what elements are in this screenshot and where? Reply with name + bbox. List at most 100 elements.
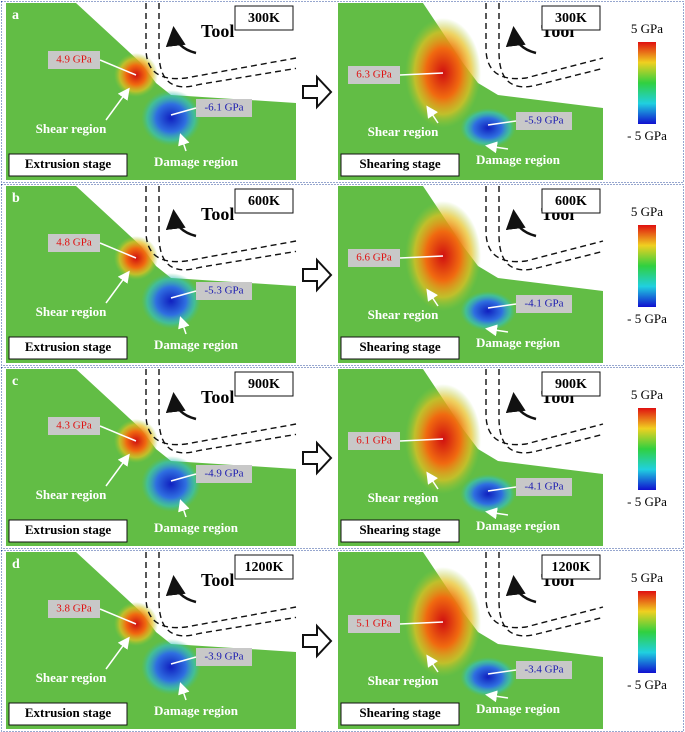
damage-region-label: Damage region xyxy=(154,703,239,718)
temperature-box xyxy=(234,188,294,214)
colorbar xyxy=(638,42,656,124)
pointer xyxy=(105,87,130,121)
value-box xyxy=(48,600,100,618)
tool-outline xyxy=(145,552,297,629)
pointer xyxy=(105,270,130,304)
row-letter: a xyxy=(12,8,19,23)
pointer xyxy=(178,316,190,335)
pointer xyxy=(170,290,197,299)
material xyxy=(6,3,296,180)
pointer xyxy=(105,453,130,487)
value-box xyxy=(196,282,252,300)
material xyxy=(6,186,296,363)
shear-value: 6.1 GPa xyxy=(356,435,392,447)
tool-arrow xyxy=(165,575,197,604)
pointer xyxy=(399,72,444,76)
colorbar xyxy=(638,225,656,307)
damage-value: -4.1 GPa xyxy=(524,481,563,493)
value-box xyxy=(516,295,572,313)
tool-arrow xyxy=(505,26,537,55)
pointer xyxy=(399,255,444,259)
pointer xyxy=(170,107,197,116)
tool-outline xyxy=(485,186,604,263)
pointer xyxy=(426,471,439,490)
stress-map-panel: Tool 4.3 GPa -4.9 GPa Shear region Damage re… xyxy=(6,369,297,546)
row-frame xyxy=(1,184,684,366)
damage-value: -3.4 GPa xyxy=(524,664,563,676)
stage-label: Extrusion stage xyxy=(25,705,112,720)
stage-box xyxy=(340,336,460,360)
damage-region-label: Damage region xyxy=(476,335,561,350)
value-box xyxy=(516,661,572,679)
pointer xyxy=(99,59,137,76)
pointer xyxy=(105,636,130,670)
temperature-box xyxy=(234,371,294,397)
stage-label: Extrusion stage xyxy=(25,522,112,537)
tool-outline xyxy=(158,369,297,454)
colorbar-max: 5 GPa xyxy=(631,204,663,219)
row-letter: d xyxy=(12,557,20,572)
value-box xyxy=(196,465,252,483)
damage-zone xyxy=(141,273,201,329)
stage-label: Shearing stage xyxy=(359,705,440,720)
tool-label: Tool xyxy=(201,387,234,407)
damage-value: -4.1 GPa xyxy=(524,298,563,310)
shear-value: 4.3 GPa xyxy=(56,420,92,432)
temperature-label: 1200K xyxy=(245,560,284,575)
pointer xyxy=(99,425,137,442)
tool-outline xyxy=(485,369,604,446)
damage-region-label: Damage region xyxy=(154,520,239,535)
stage-box xyxy=(8,519,128,543)
tool-arrow xyxy=(165,26,197,55)
tool-outline xyxy=(145,3,297,80)
stage-arrow xyxy=(302,74,333,110)
damage-value: -5.9 GPa xyxy=(524,115,563,127)
row-letter: c xyxy=(12,374,18,389)
pointer xyxy=(485,324,509,337)
value-box xyxy=(348,66,400,84)
shear-region-label: Shear region xyxy=(368,124,439,139)
tool-arrow xyxy=(165,209,197,238)
damage-zone xyxy=(141,456,201,512)
damage-zone xyxy=(460,474,516,514)
damage-region-label: Damage region xyxy=(476,701,561,716)
pointer xyxy=(485,141,509,154)
shear-value: 4.8 GPa xyxy=(56,237,92,249)
tool-arrow xyxy=(505,392,537,421)
colorbar-max: 5 GPa xyxy=(631,387,663,402)
pointer xyxy=(485,507,509,520)
tool-outline xyxy=(498,552,604,637)
damage-zone xyxy=(141,90,201,146)
shear-region-label: Shear region xyxy=(36,304,107,319)
damage-zone xyxy=(141,639,201,695)
damage-region-label: Damage region xyxy=(154,337,239,352)
value-box xyxy=(48,417,100,435)
value-box xyxy=(196,99,252,117)
temperature-label: 300K xyxy=(555,11,587,26)
pointer xyxy=(170,656,197,665)
value-box xyxy=(48,51,100,69)
damage-value: -3.9 GPa xyxy=(204,651,243,663)
damage-zone xyxy=(460,291,516,331)
stage-arrow xyxy=(302,623,333,659)
temperature-box xyxy=(541,371,601,397)
temperature-label: 600K xyxy=(248,194,280,209)
shear-region-label: Shear region xyxy=(368,490,439,505)
tool-outline xyxy=(145,186,297,263)
shear-region-label: Shear region xyxy=(36,670,107,685)
material xyxy=(6,552,296,729)
damage-region-label: Damage region xyxy=(154,154,239,169)
colorbar-max: 5 GPa xyxy=(631,570,663,585)
value-box xyxy=(348,249,400,267)
tool-label: Tool xyxy=(201,21,234,41)
pointer xyxy=(170,473,197,482)
stage-arrow xyxy=(302,257,333,293)
damage-zone xyxy=(460,108,516,148)
shear-region-label: Shear region xyxy=(368,673,439,688)
pointer xyxy=(487,120,517,126)
stage-box xyxy=(340,702,460,726)
